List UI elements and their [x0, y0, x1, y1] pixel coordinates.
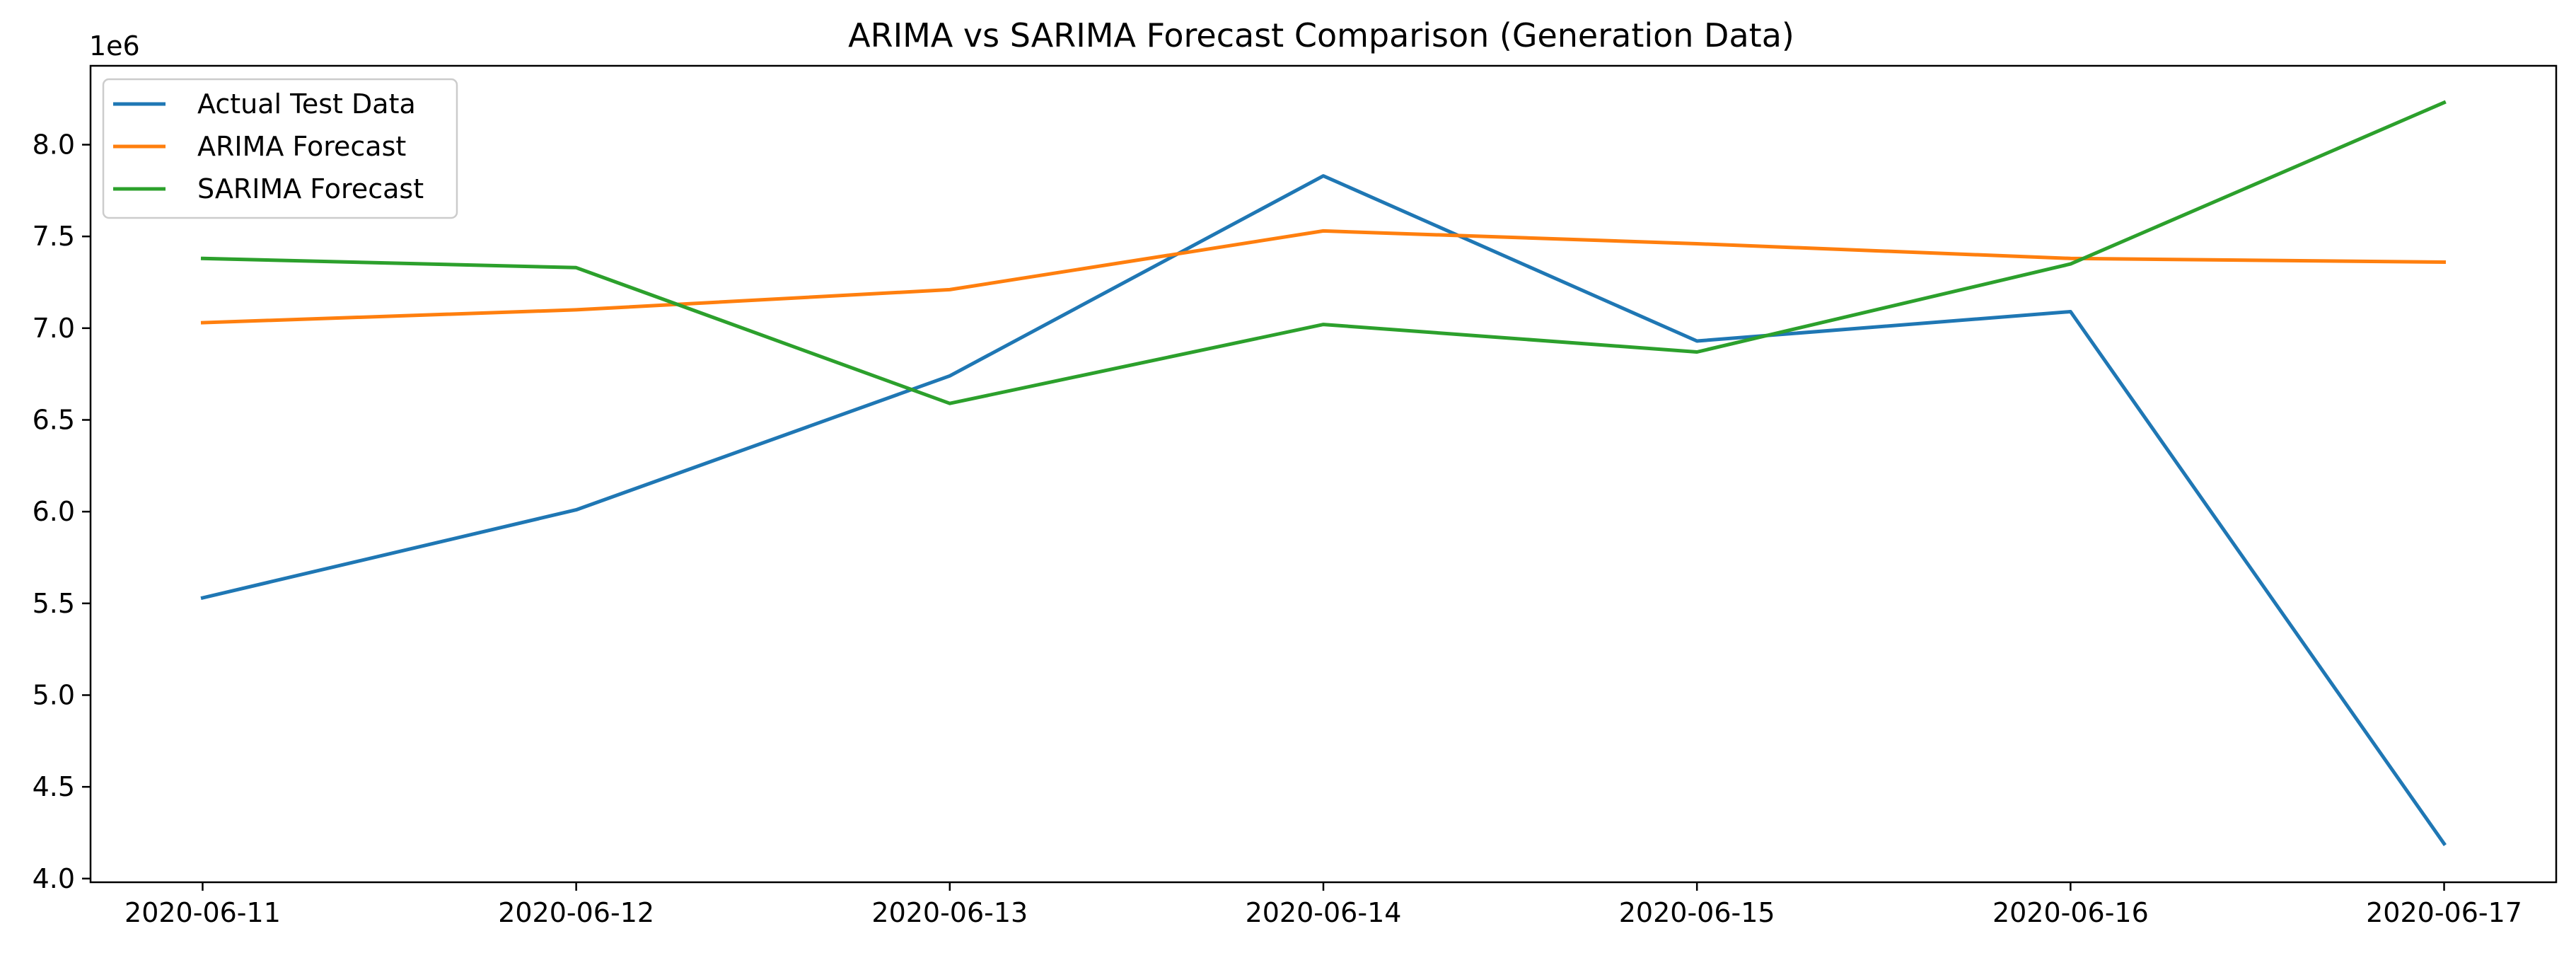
y-tick-label: 6.0: [33, 496, 75, 527]
y-tick-label: 4.0: [33, 863, 75, 894]
x-tick-label: 2020-06-15: [1619, 897, 1775, 928]
x-tick-label: 2020-06-12: [498, 897, 654, 928]
axes-frame: [89, 64, 2558, 884]
legend-box: [102, 78, 458, 219]
x-tick-label: 2020-06-17: [2366, 897, 2522, 928]
y-axis-offset-label: 1e6: [89, 30, 140, 62]
legend: Actual Test Data ARIMA Forecast SARIMA For…: [102, 78, 458, 219]
series-line-2: [200, 100, 2447, 405]
legend-entry-label: Actual Test Data: [197, 88, 416, 120]
series-line-1: [200, 229, 2447, 325]
y-tick-label: 7.0: [33, 313, 75, 344]
legend-entry-label: ARIMA Forecast: [197, 131, 406, 162]
y-tick-label: 7.5: [33, 221, 75, 252]
series-layer: [200, 100, 2447, 846]
x-axis-ticks: 2020-06-11 2020-06-12 2020-06-13 2020-06-14…: [124, 882, 2522, 928]
y-tick-label: 5.0: [33, 679, 75, 710]
y-tick-label: 5.5: [33, 588, 75, 619]
y-tick-label: 8.0: [33, 129, 75, 161]
chart-title: ARIMA vs SARIMA Forecast Comparison (Gen…: [848, 16, 1794, 54]
y-axis-ticks: 4.0 4.5 5.0 5.5 6.0 6.5 7.0 7.5 8.0: [33, 129, 91, 894]
x-tick-label: 2020-06-14: [1246, 897, 1402, 928]
x-tick-label: 2020-06-16: [1992, 897, 2149, 928]
series-line-0: [200, 174, 2447, 846]
x-tick-label: 2020-06-13: [871, 897, 1028, 928]
x-tick-label: 2020-06-11: [124, 897, 281, 928]
legend-entry-label: SARIMA Forecast: [197, 173, 424, 204]
y-tick-label: 4.5: [33, 771, 75, 802]
y-tick-label: 6.5: [33, 404, 75, 435]
